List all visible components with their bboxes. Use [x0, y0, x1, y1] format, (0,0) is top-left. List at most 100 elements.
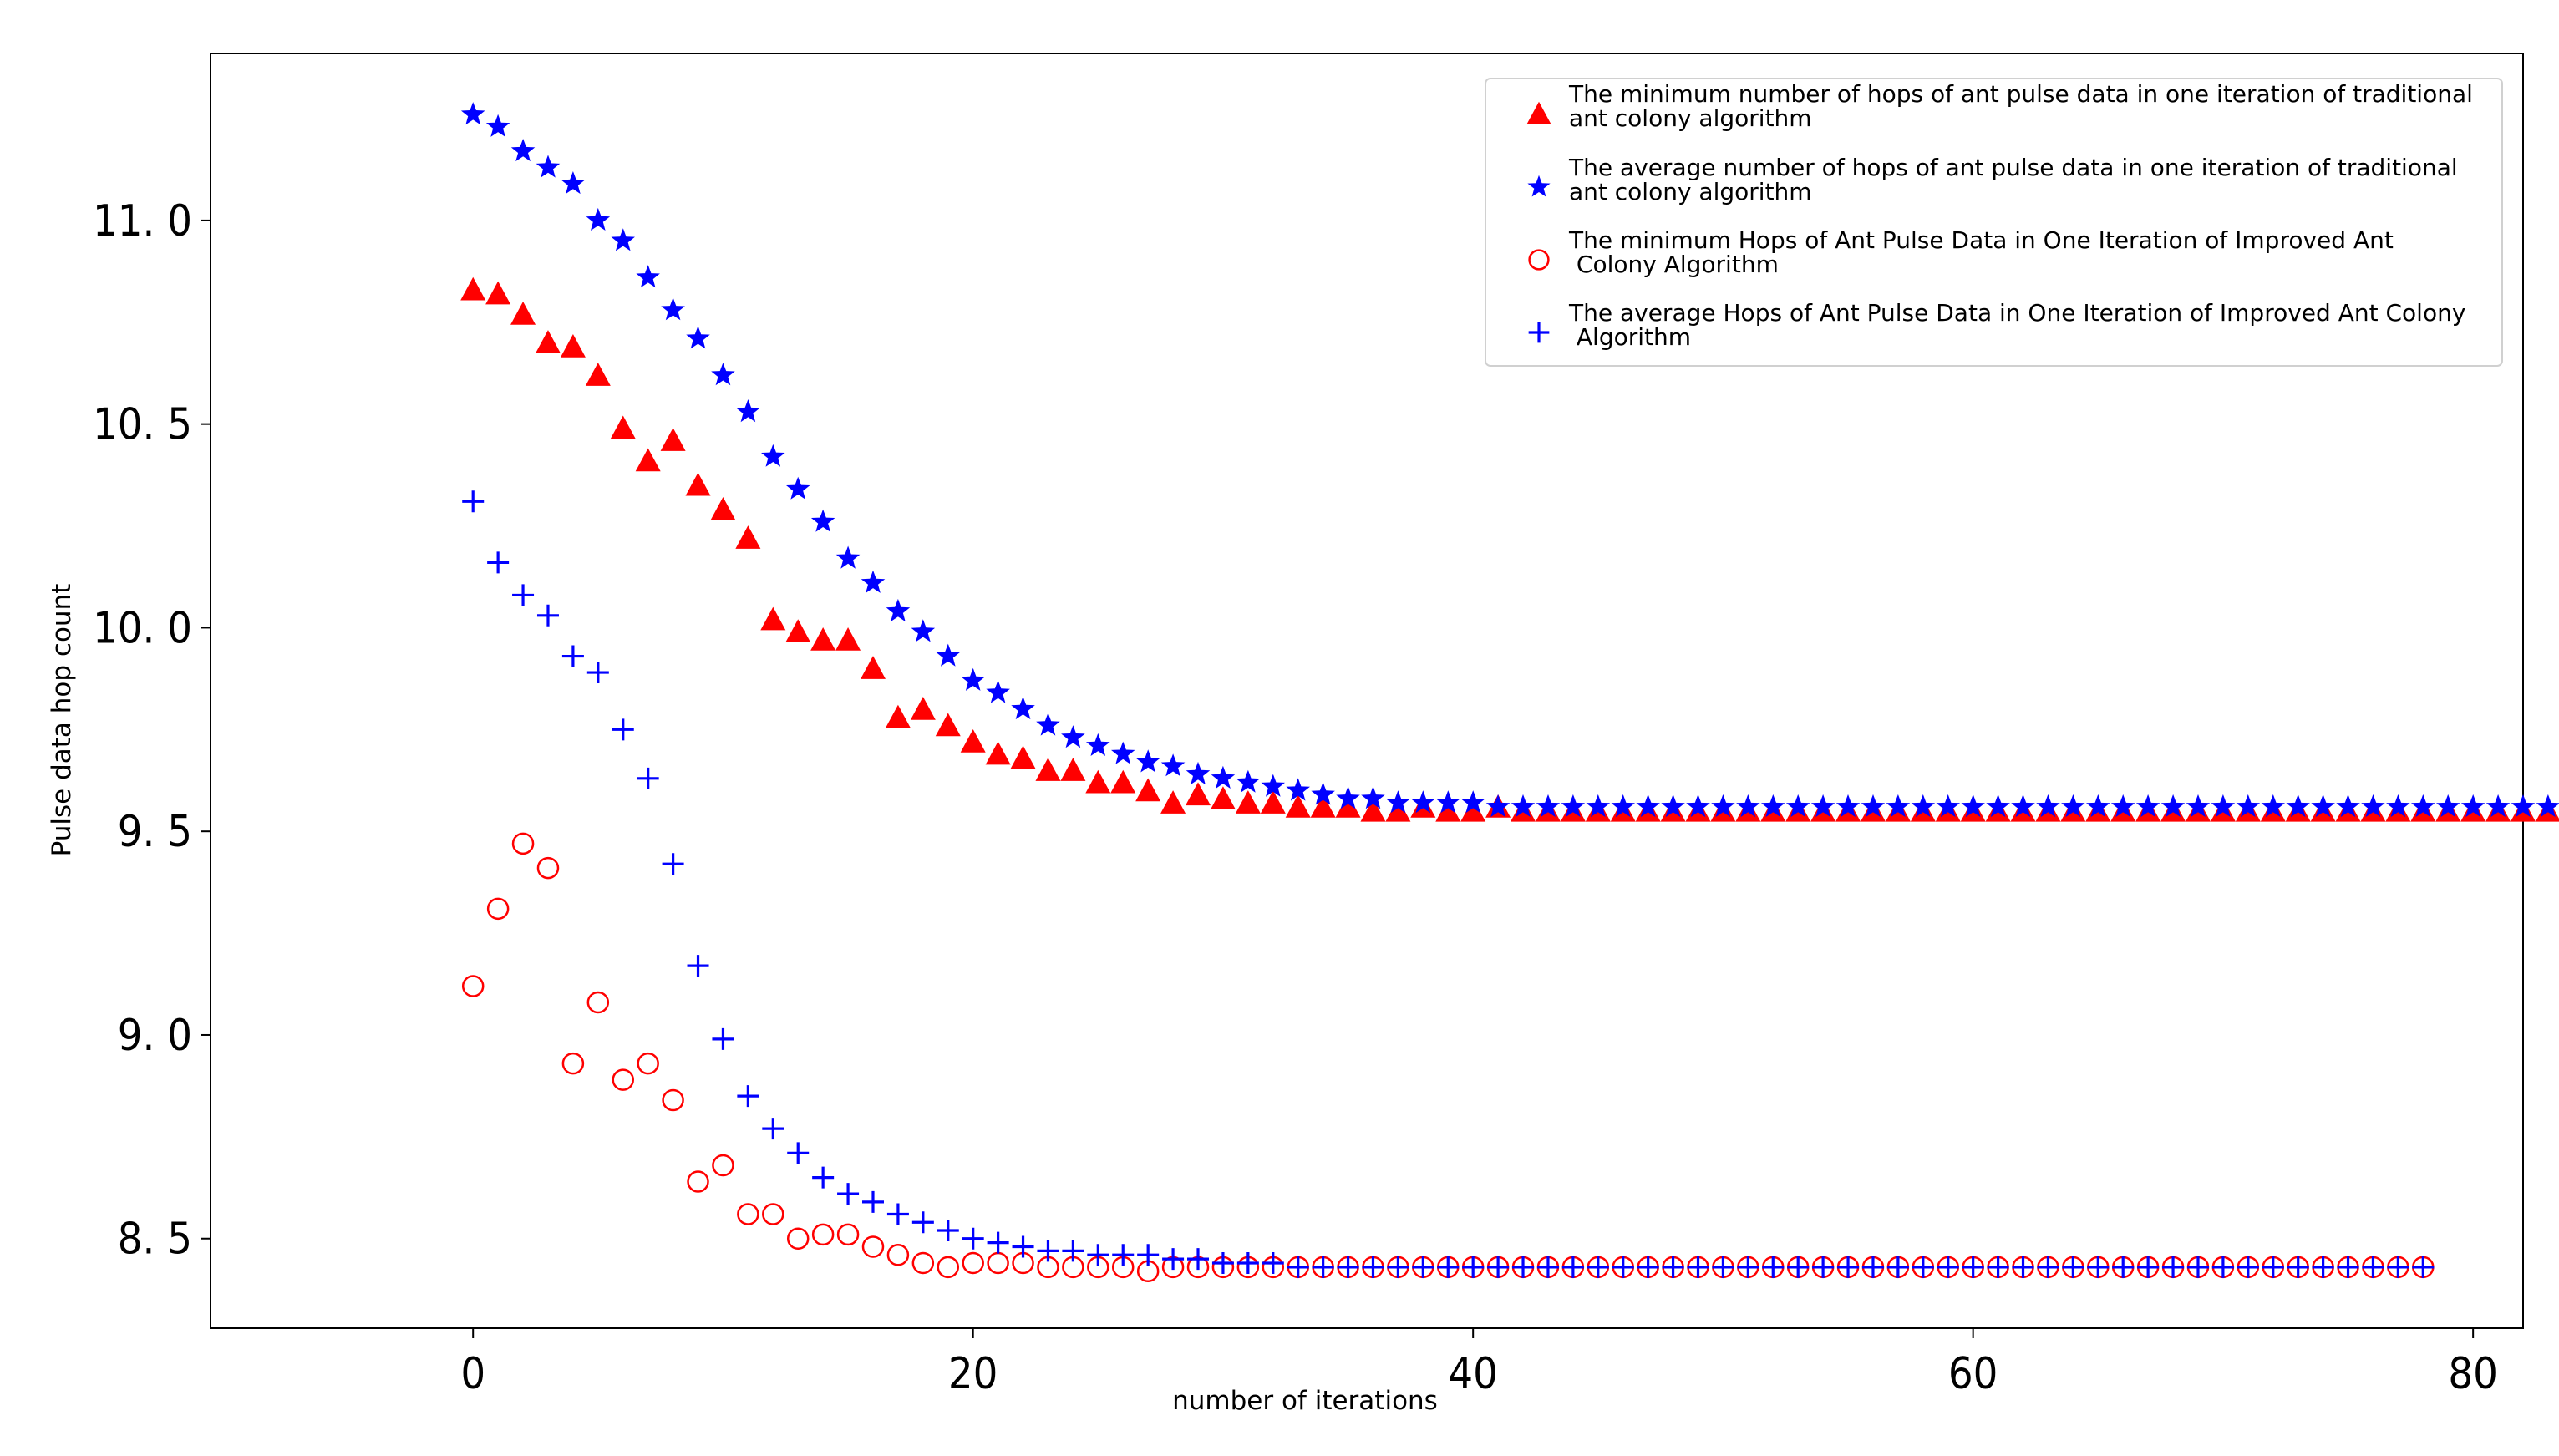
data-point-plus	[1612, 1256, 1634, 1278]
data-point-star	[861, 570, 886, 593]
data-point-star	[1761, 794, 1785, 818]
data-point-star	[1386, 790, 1410, 814]
data-point-star	[1460, 790, 1485, 814]
legend-marker-triangle	[1526, 101, 1551, 124]
data-point-plus	[1137, 1244, 1160, 1266]
data-point-plus	[1587, 1256, 1609, 1278]
data-point-star	[536, 155, 561, 178]
data-point-plus	[1886, 1256, 1909, 1278]
data-point-star	[1986, 794, 2010, 818]
data-point-plus	[1937, 1256, 1959, 1278]
data-point-star	[1411, 790, 1435, 814]
data-point-star	[2536, 794, 2559, 818]
data-point-triangle	[1035, 758, 1061, 781]
data-point-circle-open	[737, 1203, 759, 1225]
data-point-triangle	[610, 415, 636, 439]
data-point-star	[1736, 794, 1760, 818]
data-point-plus	[1437, 1256, 1460, 1278]
data-point-triangle	[485, 281, 511, 305]
data-point-star	[1835, 794, 1861, 818]
data-point-circle-open	[886, 1243, 910, 1266]
data-point-star	[1311, 782, 1335, 805]
data-point-plus	[2087, 1256, 2110, 1278]
series-star	[460, 102, 2559, 818]
data-point-triangle	[585, 363, 611, 386]
data-point-triangle	[1135, 778, 1161, 802]
data-point-plus	[1712, 1256, 1734, 1278]
data-point-plus	[1987, 1256, 2009, 1278]
data-point-star	[1336, 786, 1360, 809]
data-point-star	[2460, 794, 2485, 818]
data-point-star	[1236, 769, 1261, 793]
data-point-plus	[1312, 1256, 1334, 1278]
data-point-plus	[712, 1027, 734, 1050]
data-point-plus	[1287, 1256, 1309, 1278]
data-point-star	[1861, 794, 1886, 818]
data-point-star	[2236, 794, 2261, 818]
data-point-plus	[561, 645, 584, 667]
data-point-triangle	[460, 276, 486, 301]
legend-marker-plus	[1528, 322, 1550, 343]
data-point-star	[485, 114, 510, 137]
data-point-star	[2011, 794, 2035, 818]
data-point-triangle	[560, 334, 586, 358]
data-point-plus	[1662, 1256, 1684, 1278]
data-point-plus	[536, 604, 559, 627]
data-point-triangle	[1310, 794, 1336, 818]
data-point-circle-open	[811, 1223, 835, 1246]
data-point-plus	[1487, 1256, 1510, 1278]
data-point-star	[1810, 794, 1835, 818]
data-point-star	[561, 171, 586, 195]
legend-entry: The minimum Hops of Ant Pulse Data in On…	[1528, 226, 2394, 278]
data-point-plus	[1512, 1256, 1535, 1278]
data-point-star	[1011, 696, 1035, 720]
data-point-triangle	[985, 741, 1011, 765]
data-point-plus	[1362, 1256, 1384, 1278]
y-tick-label: 10. 0	[93, 603, 192, 653]
legend-marker-circle-open	[1528, 249, 1550, 271]
data-point-star	[1936, 794, 1960, 818]
legend-label-line: Colony Algorithm	[1569, 251, 1779, 278]
data-point-plus	[2062, 1256, 2084, 1278]
y-tick-label: 9. 5	[118, 807, 192, 857]
data-point-star	[686, 326, 710, 349]
data-point-plus	[2337, 1256, 2359, 1278]
data-point-star	[1636, 794, 1660, 818]
data-point-star	[911, 619, 936, 642]
data-point-star	[2110, 794, 2135, 818]
data-point-triangle	[785, 619, 811, 643]
x-tick-label: 0	[460, 1349, 485, 1399]
data-point-plus	[1837, 1256, 1860, 1278]
data-point-star	[1611, 794, 1635, 818]
legend-label-line: The average number of hops of ant pulse …	[1568, 154, 2458, 181]
data-point-star	[2261, 794, 2285, 818]
data-point-star	[1160, 753, 1186, 777]
data-point-triangle	[510, 302, 536, 325]
data-point-star	[736, 399, 760, 423]
data-point-circle-open	[561, 1052, 585, 1075]
data-point-plus	[1037, 1240, 1059, 1262]
data-point-circle-open	[836, 1223, 860, 1246]
x-axis-title: number of iterations	[1172, 1386, 1438, 1416]
data-point-star	[786, 476, 810, 500]
data-point-star	[1961, 794, 1985, 818]
data-point-triangle	[535, 330, 561, 353]
data-point-plus	[762, 1118, 784, 1140]
data-point-star	[1361, 786, 1385, 809]
data-point-circle-open	[786, 1227, 810, 1250]
data-point-plus	[512, 584, 535, 606]
data-point-star	[1036, 713, 1060, 736]
data-point-plus	[886, 1203, 909, 1225]
data-point-star	[1286, 778, 1310, 801]
data-point-circle-open	[762, 1203, 784, 1225]
data-point-plus	[911, 1211, 934, 1234]
data-point-plus	[1912, 1256, 1934, 1278]
data-point-plus	[2262, 1256, 2284, 1278]
data-point-star	[1061, 725, 1085, 748]
data-point-triangle	[1435, 798, 1461, 822]
data-point-star	[2336, 794, 2360, 818]
data-point-triangle	[810, 627, 836, 651]
data-point-circle-open	[712, 1154, 734, 1177]
data-point-plus	[812, 1166, 835, 1189]
